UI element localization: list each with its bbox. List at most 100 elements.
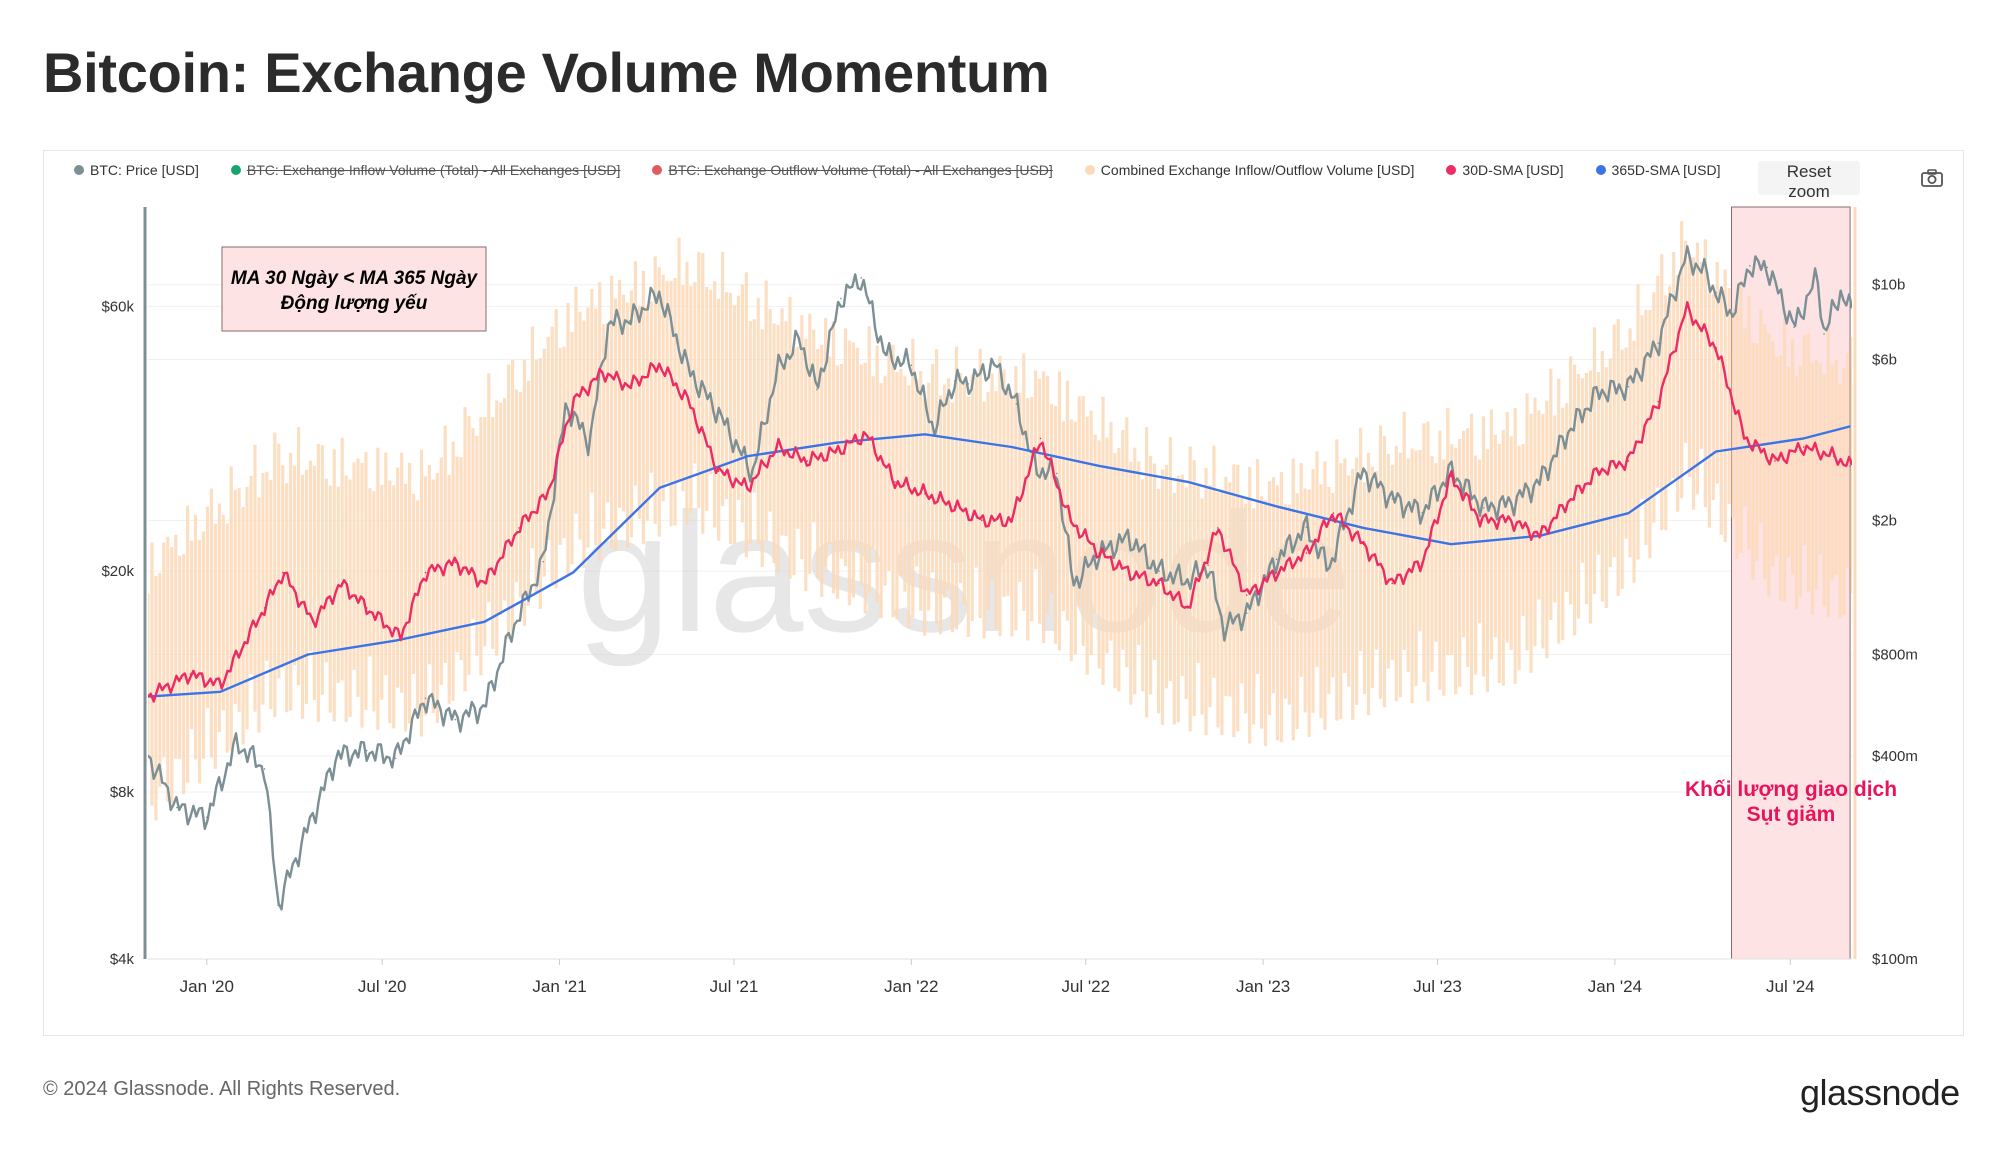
camera-icon[interactable] <box>1918 165 1946 191</box>
legend-item[interactable]: 365D-SMA [USD] <box>1595 162 1720 178</box>
data-point <box>565 403 568 405</box>
y-right-tick-label: $6b <box>1872 351 1897 368</box>
data-point <box>1187 580 1189 582</box>
decline-annotation-line1: Khối lượng giao dịch <box>1685 778 1897 801</box>
chart-svg[interactable]: glassnode $4k$8k$20k$60k$100m$400m$800m$… <box>44 151 1965 1037</box>
data-point <box>1597 470 1600 472</box>
data-point <box>1730 313 1733 316</box>
data-point <box>658 486 661 489</box>
data-point <box>1849 465 1851 467</box>
data-point <box>263 607 266 609</box>
data-point <box>307 653 309 656</box>
data-point <box>1361 470 1364 472</box>
data-point <box>629 320 631 322</box>
data-point <box>1128 571 1130 574</box>
data-point <box>454 561 457 564</box>
data-point <box>1510 519 1512 522</box>
page-title: Bitcoin: Exchange Volume Momentum <box>43 41 1050 104</box>
data-point <box>1158 582 1160 585</box>
legend-item[interactable]: Combined Exchange Inflow/Outflow Volume … <box>1084 162 1415 178</box>
data-point <box>307 826 309 829</box>
legend-label: Combined Exchange Inflow/Outflow Volume … <box>1100 162 1415 178</box>
legend-swatch-icon <box>1084 165 1095 175</box>
data-point <box>1793 326 1795 329</box>
data-point <box>1803 437 1805 440</box>
data-point <box>513 624 516 626</box>
data-point <box>1701 268 1704 270</box>
data-point <box>687 400 690 403</box>
btc-price-usd--line <box>148 245 1852 911</box>
data-point <box>1098 552 1101 554</box>
data-point <box>340 582 343 585</box>
legend-item[interactable]: 30D-SMA [USD] <box>1446 162 1564 178</box>
data-point <box>1039 437 1042 440</box>
data-point <box>717 470 720 472</box>
data-point <box>189 673 192 675</box>
data-point <box>751 472 754 475</box>
data-point <box>219 691 222 693</box>
data-point <box>746 486 749 489</box>
data-point <box>336 754 338 757</box>
data-point <box>1568 428 1571 431</box>
data-point <box>312 621 314 623</box>
data-point <box>542 560 544 563</box>
data-point <box>1849 309 1851 312</box>
highlight-region <box>1731 206 1851 960</box>
data-point <box>1744 437 1746 440</box>
legend-item[interactable]: BTC: Exchange Outflow Volume (Total) - A… <box>652 162 1053 178</box>
decline-annotation: Khối lượng giao dịch Sụt giảm <box>1685 778 1897 826</box>
data-point <box>1010 519 1013 522</box>
data-point <box>148 754 149 757</box>
legend-item[interactable]: BTC: Price [USD] <box>74 162 199 178</box>
legend: BTC: Price [USD] BTC: Exchange Inflow Vol… <box>74 162 1720 178</box>
data-point <box>1715 450 1717 453</box>
data-point <box>1217 527 1219 529</box>
data-point <box>840 297 842 300</box>
data-point <box>1275 505 1278 508</box>
data-point <box>205 816 208 819</box>
reset-zoom-button[interactable]: Reset zoom <box>1758 161 1860 201</box>
data-point <box>1245 612 1248 614</box>
x-tick-label: Jan '22 <box>884 977 938 996</box>
data-point <box>1010 446 1013 448</box>
data-point <box>865 433 867 436</box>
data-point <box>1538 480 1541 483</box>
x-tick-label: Jul '23 <box>1413 977 1462 996</box>
y-left-tick-label: $8k <box>110 784 135 801</box>
data-point <box>924 433 926 436</box>
data-point <box>1187 481 1189 483</box>
data-point <box>658 291 660 294</box>
data-point <box>588 442 591 445</box>
data-point <box>602 371 604 374</box>
highlight-rect <box>1731 206 1851 960</box>
data-point <box>1627 460 1630 462</box>
momentum-annotation-line1: MA 30 Ngày < MA 365 Ngày <box>231 268 479 289</box>
data-point <box>629 385 631 387</box>
data-point <box>1158 570 1160 572</box>
glassnode-logo[interactable]: glassnode <box>1800 1072 1960 1113</box>
legend-label: BTC: Price [USD] <box>90 162 199 178</box>
data-point <box>1362 527 1365 529</box>
data-point <box>1332 512 1335 515</box>
data-point <box>1128 536 1130 539</box>
x-tick-label: Jul '22 <box>1061 977 1110 996</box>
data-point <box>365 749 368 752</box>
data-point <box>1450 543 1452 545</box>
data-point <box>572 400 574 403</box>
x-tick-label: Jul '24 <box>1766 977 1815 996</box>
x-tick-label: Jul '21 <box>710 977 759 996</box>
data-point <box>1627 385 1630 388</box>
y-left-tick-label: $20k <box>101 563 134 580</box>
legend-label: 30D-SMA [USD] <box>1462 162 1564 178</box>
legend-swatch-icon <box>74 165 84 175</box>
data-point <box>1069 519 1072 522</box>
momentum-annotation: MA 30 Ngày < MA 365 Ngày Động lượng yếu <box>221 246 487 332</box>
data-point <box>884 354 887 356</box>
data-point <box>235 742 238 744</box>
data-point <box>1816 275 1819 277</box>
momentum-annotation-line2: Động lượng yếu <box>281 293 428 314</box>
30d-sma-usd--line <box>148 301 1852 703</box>
legend-item[interactable]: BTC: Exchange Inflow Volume (Total) - Al… <box>230 162 620 178</box>
data-point <box>1627 512 1630 515</box>
data-point <box>282 571 284 574</box>
